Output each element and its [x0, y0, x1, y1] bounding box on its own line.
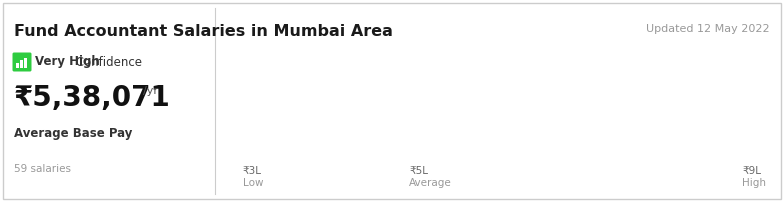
Text: Very High: Very High	[35, 56, 100, 68]
Text: ₹5L: ₹5L	[409, 166, 428, 176]
Text: 59 salaries: 59 salaries	[14, 164, 71, 174]
Bar	[16, 63, 19, 68]
Text: Updated 12 May 2022: Updated 12 May 2022	[646, 24, 770, 34]
Bar	[722, 165, 762, 174]
Text: ₹9L: ₹9L	[742, 166, 761, 176]
Bar	[278, 68, 318, 174]
Bar	[20, 60, 23, 68]
Bar	[556, 164, 596, 174]
FancyBboxPatch shape	[3, 3, 781, 199]
Text: ₹3L: ₹3L	[243, 166, 262, 176]
Text: /yr: /yr	[143, 86, 158, 96]
Text: Average Base Pay: Average Base Pay	[14, 127, 132, 140]
Text: Confidence: Confidence	[72, 56, 142, 68]
Bar	[24, 58, 27, 68]
Bar	[390, 79, 429, 174]
Text: ₹5,38,071: ₹5,38,071	[14, 84, 171, 112]
Text: Fund Accountant Salaries in Mumbai Area: Fund Accountant Salaries in Mumbai Area	[14, 24, 393, 39]
Bar	[666, 165, 706, 174]
Text: Average: Average	[409, 178, 452, 188]
Bar	[334, 62, 374, 174]
Bar	[612, 165, 652, 174]
Bar	[500, 164, 540, 174]
Text: Low: Low	[243, 178, 263, 188]
Text: High: High	[742, 178, 766, 188]
Bar	[445, 135, 485, 174]
FancyBboxPatch shape	[13, 53, 31, 72]
Bar	[223, 112, 263, 174]
